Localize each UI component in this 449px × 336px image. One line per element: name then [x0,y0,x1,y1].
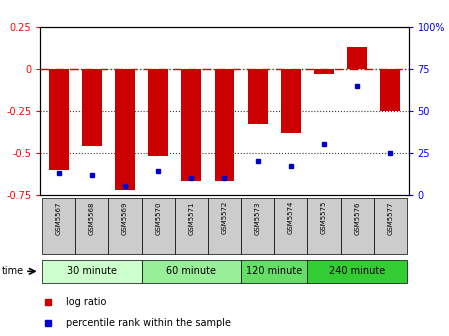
Bar [274,198,308,254]
Bar [148,69,168,156]
Bar [308,260,407,283]
Text: GSM5577: GSM5577 [387,201,393,235]
Text: GSM5575: GSM5575 [321,201,327,235]
Text: GSM5574: GSM5574 [288,201,294,235]
Bar [141,198,175,254]
Bar [281,69,301,133]
Bar [115,69,135,190]
Text: 30 minute: 30 minute [67,266,117,276]
Bar [380,69,401,111]
Bar [248,69,268,124]
Text: GSM5570: GSM5570 [155,201,161,235]
Bar [75,198,108,254]
Text: GSM5567: GSM5567 [56,201,62,235]
Text: 240 minute: 240 minute [329,266,385,276]
Bar [42,198,75,254]
Text: time: time [2,266,24,276]
Bar [308,198,341,254]
Bar [82,69,102,146]
Text: 60 minute: 60 minute [166,266,216,276]
Text: GSM5571: GSM5571 [188,201,194,235]
Bar [215,69,234,181]
Bar [314,69,334,74]
Bar [42,260,141,283]
Text: 120 minute: 120 minute [246,266,302,276]
Bar [208,198,241,254]
Bar [241,198,274,254]
Text: percentile rank within the sample: percentile rank within the sample [66,318,231,328]
Bar [241,260,308,283]
Bar [48,69,69,170]
Text: log ratio: log ratio [66,297,106,307]
Bar [141,260,241,283]
Text: GSM5573: GSM5573 [255,201,261,235]
Bar [108,198,141,254]
Bar [181,69,201,181]
Bar [341,198,374,254]
Text: GSM5568: GSM5568 [89,201,95,235]
Text: GSM5572: GSM5572 [221,201,228,235]
Bar [347,47,367,69]
Text: GSM5576: GSM5576 [354,201,360,235]
Text: GSM5569: GSM5569 [122,201,128,235]
Bar [175,198,208,254]
Bar [374,198,407,254]
